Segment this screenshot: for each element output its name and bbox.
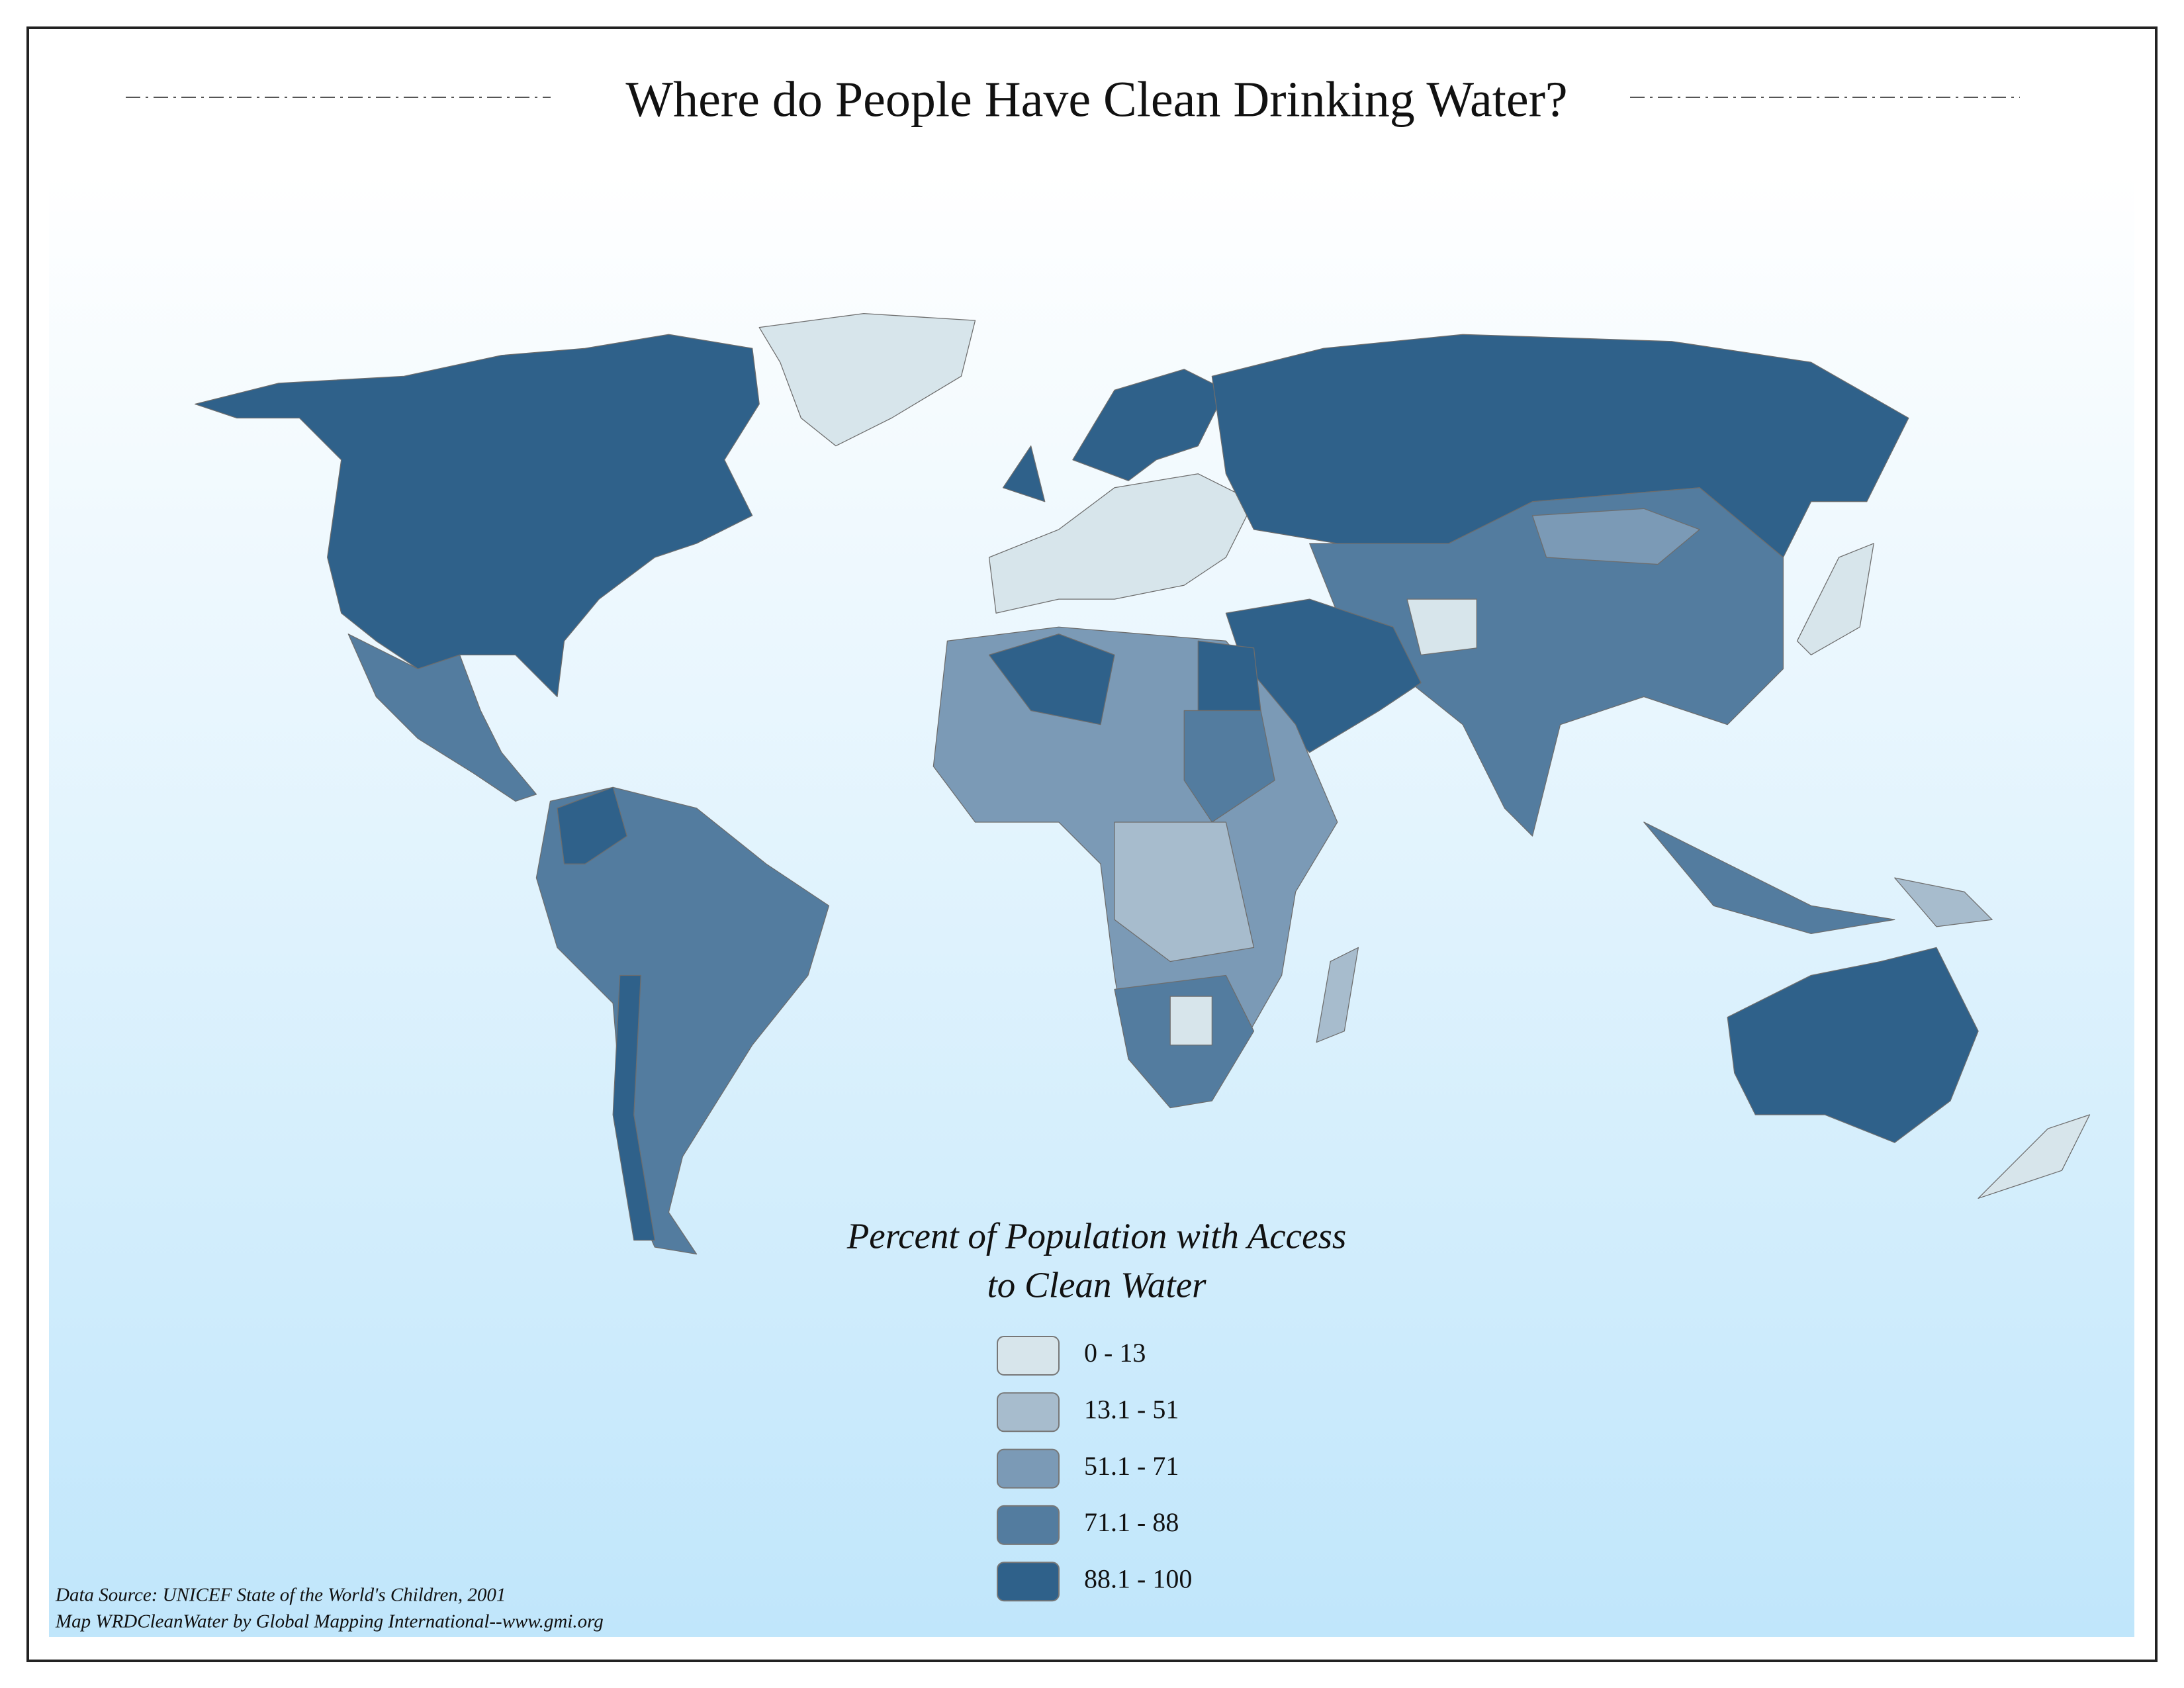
new-zealand [1978,1114,2091,1199]
central-america [347,633,537,802]
legend-title: to Clean Water [987,1265,1206,1305]
legend-label: 13.1 - 51 [1084,1394,1179,1424]
indonesia [1643,821,1895,934]
asia [1309,487,1784,837]
greenland [758,312,976,447]
egypt [1197,640,1261,712]
sudan [1183,710,1275,823]
britain [1002,445,1046,502]
russia [1211,334,1909,558]
madagascar [1316,947,1359,1043]
scandinavia [1072,369,1227,481]
legend-label: 88.1 - 100 [1084,1564,1192,1593]
botswana [1169,996,1212,1046]
legend: 0 - 13 13.1 - 51 51.1 - 71 71.1 - 88 88.1 - … [997,1336,1192,1602]
new-guinea [1894,877,1993,927]
afghanistan [1406,598,1477,655]
legend-swatch [997,1336,1060,1376]
legend-swatch [997,1562,1060,1602]
source-note: Map WRDCleanWater by Global Mapping Inte… [55,1611,604,1632]
map-title: Where do People Have Clean Drinking Wate… [625,71,1567,127]
north-america [195,334,760,698]
colombia [557,786,627,865]
legend-swatch [997,1448,1060,1489]
south-america [535,786,830,1255]
legend-title: Percent of Population with Access [846,1216,1347,1256]
source-note: Data Source: UNICEF State of the World's… [55,1585,506,1606]
legend-label: 71.1 - 88 [1084,1507,1179,1537]
world-map [195,312,2091,1255]
algeria [988,633,1115,726]
australia [1727,947,1979,1143]
legend-swatch [997,1505,1060,1545]
legend-label: 0 - 13 [1084,1338,1146,1368]
legend-label: 51.1 - 71 [1084,1451,1179,1481]
japan [1796,543,1874,655]
mongolia [1531,508,1700,565]
legend-swatch [997,1392,1060,1432]
chile [612,974,655,1241]
europe [988,473,1255,614]
central-africa [1114,821,1255,962]
